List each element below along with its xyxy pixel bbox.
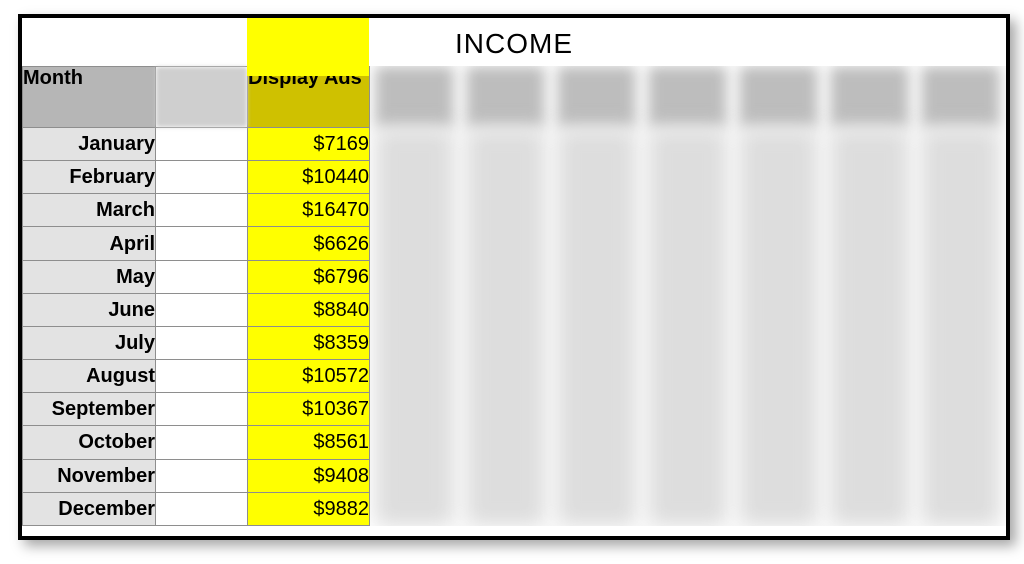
table-row[interactable]: February $10440 (23, 161, 370, 194)
table-row[interactable]: March $16470 (23, 194, 370, 227)
month-cell[interactable]: December (23, 492, 156, 525)
month-cell[interactable]: August (23, 360, 156, 393)
blurred-column-header (156, 67, 248, 128)
month-cell[interactable]: January (23, 128, 156, 161)
ads-cell[interactable]: $7169 (248, 128, 370, 161)
table-row[interactable]: September $10367 (23, 393, 370, 426)
blurred-cell (156, 326, 248, 359)
table-row[interactable]: May $6796 (23, 260, 370, 293)
blurred-cell (156, 161, 248, 194)
ads-cell[interactable]: $10367 (248, 393, 370, 426)
blurred-cell (156, 459, 248, 492)
ads-column-highlight (247, 18, 369, 76)
month-cell[interactable]: February (23, 161, 156, 194)
income-table: Month Display Ads January $7169 February… (22, 66, 370, 526)
month-column-header[interactable]: Month (23, 67, 156, 128)
table-row[interactable]: October $8561 (23, 426, 370, 459)
ads-cell[interactable]: $6796 (248, 260, 370, 293)
ads-cell[interactable]: $9408 (248, 459, 370, 492)
ads-cell[interactable]: $9882 (248, 492, 370, 525)
ads-cell[interactable]: $10440 (248, 161, 370, 194)
spreadsheet-frame: INCOME Month (18, 14, 1010, 540)
ads-cell[interactable]: $8561 (248, 426, 370, 459)
blurred-cell (156, 360, 248, 393)
table-row[interactable]: December $9882 (23, 492, 370, 525)
ads-cell[interactable]: $8359 (248, 326, 370, 359)
table-row[interactable]: April $6626 (23, 227, 370, 260)
month-cell[interactable]: May (23, 260, 156, 293)
month-cell[interactable]: July (23, 326, 156, 359)
table-row[interactable]: July $8359 (23, 326, 370, 359)
month-cell[interactable]: November (23, 459, 156, 492)
blurred-cell (156, 194, 248, 227)
page-title: INCOME (22, 18, 1006, 66)
blurred-cell (156, 227, 248, 260)
table-row[interactable]: August $10572 (23, 360, 370, 393)
blurred-cell (156, 293, 248, 326)
blurred-cell (156, 393, 248, 426)
ads-cell[interactable]: $6626 (248, 227, 370, 260)
table-row[interactable]: November $9408 (23, 459, 370, 492)
month-cell[interactable]: April (23, 227, 156, 260)
month-cell[interactable]: October (23, 426, 156, 459)
table-row[interactable]: June $8840 (23, 293, 370, 326)
table-row[interactable]: January $7169 (23, 128, 370, 161)
table-container: Month Display Ads January $7169 February… (22, 66, 1006, 526)
month-cell[interactable]: September (23, 393, 156, 426)
month-cell[interactable]: June (23, 293, 156, 326)
ads-cell[interactable]: $16470 (248, 194, 370, 227)
ads-cell[interactable]: $10572 (248, 360, 370, 393)
blurred-cell (156, 492, 248, 525)
blurred-cell (156, 128, 248, 161)
month-cell[interactable]: March (23, 194, 156, 227)
blurred-cell (156, 426, 248, 459)
blurred-cell (156, 260, 248, 293)
ads-cell[interactable]: $8840 (248, 293, 370, 326)
